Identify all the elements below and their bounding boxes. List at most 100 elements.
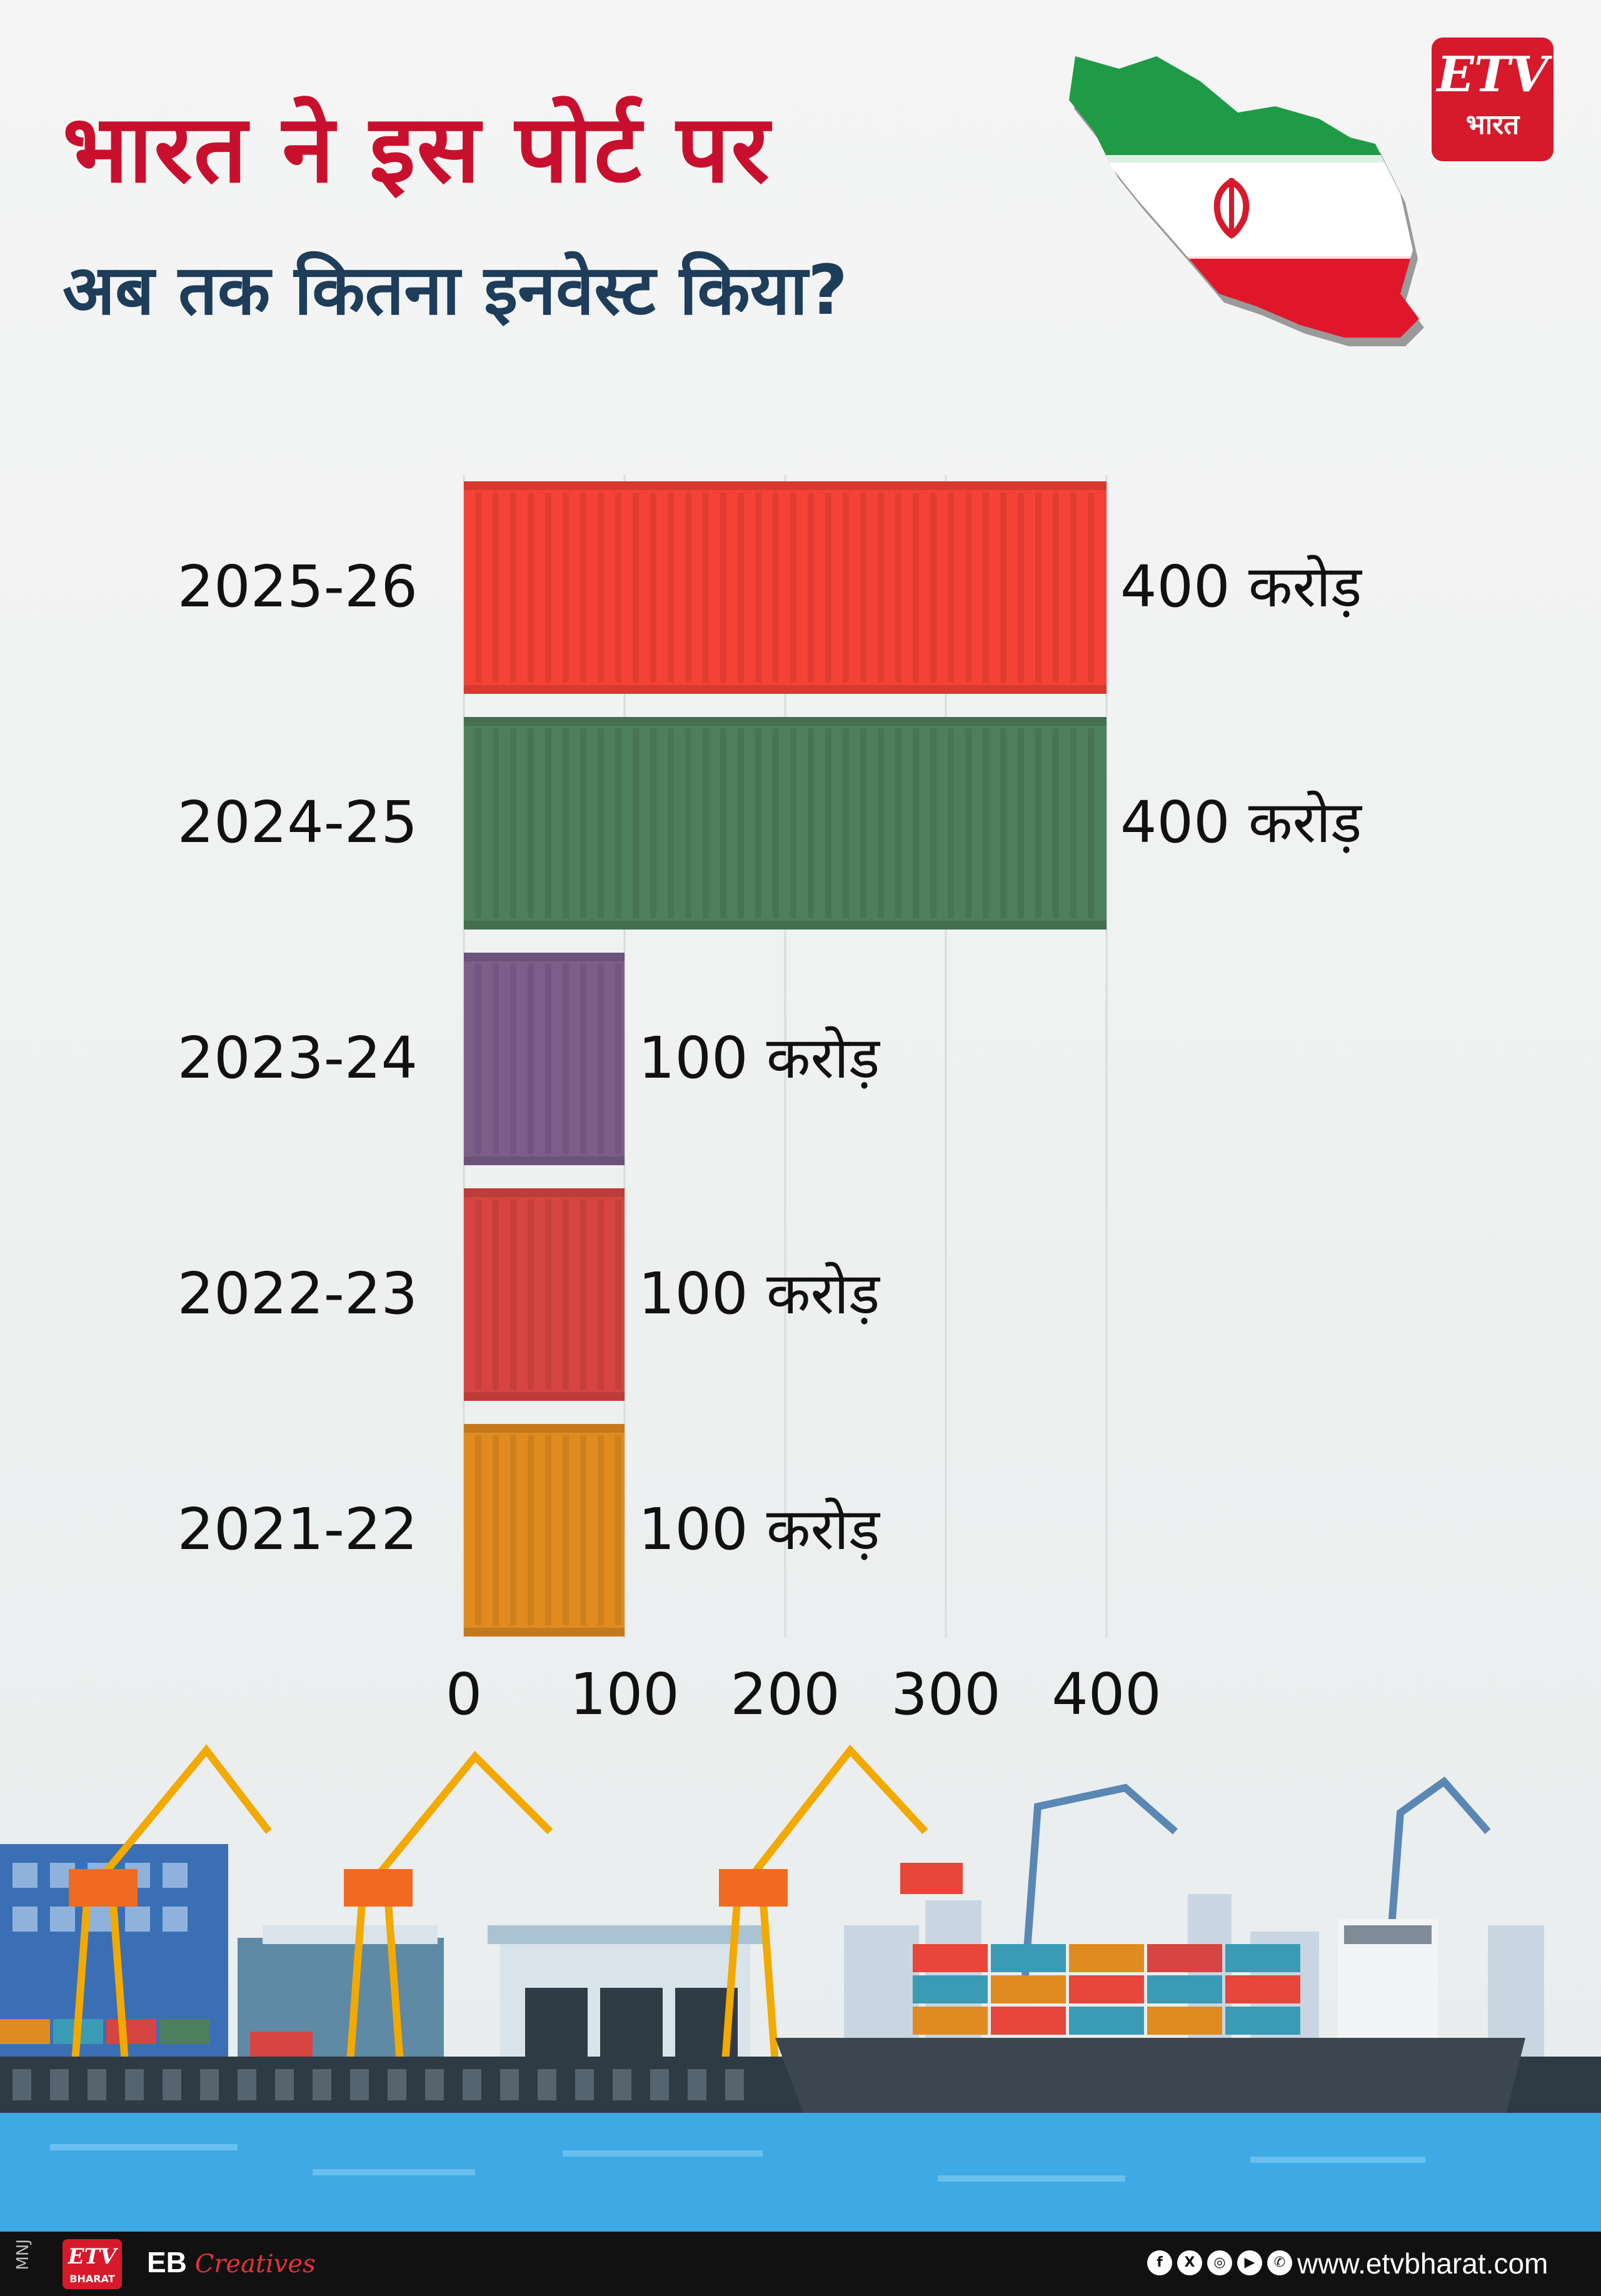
logo-brand: ETV: [1437, 46, 1548, 103]
etv-bharat-logo: ETV भारत: [1432, 38, 1553, 161]
port-illustration: [0, 1744, 1601, 2232]
container-rib: [580, 964, 586, 1154]
bars: [464, 481, 1107, 1637]
container-rib: [633, 728, 639, 918]
container-rib: [878, 728, 884, 918]
bar-body: [464, 1424, 625, 1637]
container-rib: [703, 728, 709, 918]
page-subtitle: अब तक कितना इनवेस्ट किया?: [63, 250, 848, 330]
page-title: भारत ने इस पोर्ट पर: [63, 95, 771, 204]
container-rib: [528, 728, 534, 918]
container-rib: [825, 493, 831, 683]
container-rib: [510, 1435, 516, 1625]
website-link[interactable]: www.etvbharat.com: [1297, 2247, 1548, 2280]
container-rib: [913, 728, 919, 918]
container-rib: [598, 728, 604, 918]
credit-tag: MNJ: [14, 2239, 33, 2270]
container-rib: [510, 964, 516, 1154]
container-rib: [685, 493, 691, 683]
container-rib: [965, 728, 971, 918]
container-rib: [1070, 493, 1077, 683]
container-rib: [563, 493, 569, 683]
x-icon[interactable]: X: [1177, 2250, 1202, 2275]
container-rib: [563, 728, 569, 918]
container-top-rail: [464, 953, 625, 961]
container-rib: [755, 493, 761, 683]
bar: [464, 1424, 625, 1637]
social-icons: f X ◎ ▶ ✆: [1147, 2250, 1292, 2275]
container-rib: [650, 728, 656, 918]
container-rib: [545, 964, 551, 1154]
container-rib: [1053, 493, 1059, 683]
whatsapp-icon[interactable]: ✆: [1267, 2250, 1292, 2275]
container-rib: [510, 1200, 516, 1390]
container-rib: [598, 1435, 604, 1625]
container-rib: [598, 1200, 604, 1390]
container-top-rail: [464, 481, 1107, 490]
container-rib: [790, 728, 796, 918]
container-rib: [948, 728, 954, 918]
category-label: 2025-26: [178, 553, 418, 620]
container-rib: [510, 728, 516, 918]
youtube-icon[interactable]: ▶: [1237, 2250, 1262, 2275]
bar-chart: 2025-26 2024-25 2023-24 2022-23 2021-22 400 …: [178, 475, 1363, 1728]
container-rib: [773, 493, 779, 683]
container-rib: [493, 1435, 499, 1625]
container-rib: [580, 728, 586, 918]
container-rib: [545, 493, 551, 683]
container-rib: [615, 1200, 621, 1390]
container-rib: [965, 493, 971, 683]
container-rib: [528, 964, 534, 1154]
container-rib: [475, 964, 481, 1154]
container-rib: [913, 493, 919, 683]
credit-main: EB: [147, 2246, 187, 2278]
x-tick-label: 100: [570, 1661, 680, 1728]
container-rib: [720, 493, 726, 683]
container-rib: [493, 493, 499, 683]
container-rib: [860, 493, 866, 683]
container-rib: [528, 1200, 534, 1390]
container-bottom-rail: [464, 1156, 625, 1165]
container-rib: [563, 1200, 569, 1390]
credit-script: Creatives: [194, 2250, 316, 2278]
x-tick-label: 400: [1051, 1661, 1162, 1728]
container-rib: [563, 964, 569, 1154]
container-rib: [615, 964, 621, 1154]
container-rib: [1088, 493, 1094, 683]
container-rib: [598, 493, 604, 683]
container-rib: [808, 493, 814, 683]
container-rib: [983, 493, 989, 683]
facebook-icon[interactable]: f: [1147, 2250, 1172, 2275]
container-rib: [493, 728, 499, 918]
creatives-credit: EB Creatives: [147, 2245, 316, 2279]
container-rib: [493, 964, 499, 1154]
instagram-icon[interactable]: ◎: [1207, 2250, 1232, 2275]
container-rib: [843, 728, 849, 918]
x-tick-labels: 0 100 200 300 400: [446, 1661, 1162, 1728]
bar-body: [464, 1188, 625, 1401]
footer-logo: ETV BHARAT: [63, 2239, 122, 2289]
container-rib: [615, 1435, 621, 1625]
iran-flag-map-icon: [1069, 56, 1424, 346]
container-rib: [493, 1200, 499, 1390]
container-rib: [738, 728, 744, 918]
container-rib: [703, 493, 709, 683]
container-top-rail: [464, 1424, 625, 1433]
container-rib: [1070, 728, 1077, 918]
container-rib: [528, 1435, 534, 1625]
container-rib: [1000, 493, 1006, 683]
container-rib: [615, 728, 621, 918]
container-rib: [755, 728, 761, 918]
x-tick-label: 300: [891, 1661, 1001, 1728]
value-label: 100 करोड़: [638, 1496, 881, 1563]
container-rib: [948, 493, 954, 683]
container-rib: [563, 1435, 569, 1625]
container-rib: [668, 728, 674, 918]
container-rib: [825, 728, 831, 918]
category-label: 2024-25: [178, 789, 418, 856]
container-rib: [685, 728, 691, 918]
container-rib: [545, 1435, 551, 1625]
container-rib: [475, 1200, 481, 1390]
container-rib: [475, 493, 481, 683]
container-rib: [633, 493, 639, 683]
